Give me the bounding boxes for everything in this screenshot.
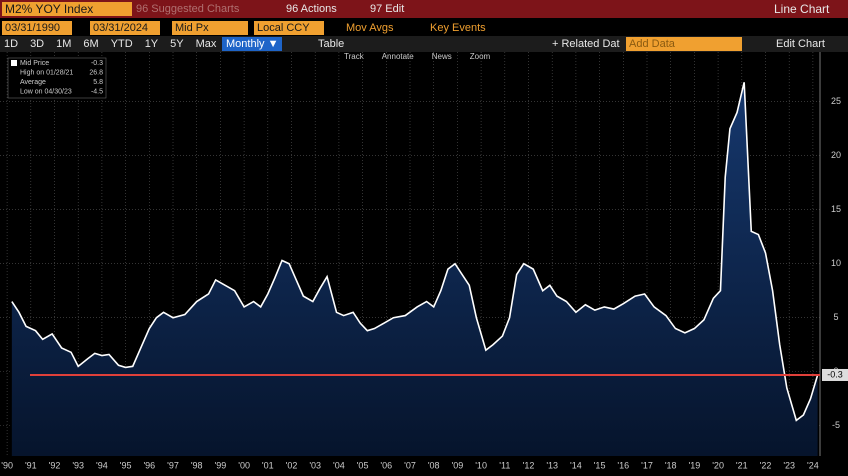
x-tick-label: '91 xyxy=(25,460,37,470)
field-select[interactable]: Mid Px xyxy=(172,21,248,35)
x-tick-label: '05 xyxy=(357,460,369,470)
related-data[interactable]: + Related Dat xyxy=(552,38,620,50)
legend-label: Mid Price xyxy=(20,60,49,67)
legend-value: 5.8 xyxy=(93,79,103,86)
end-date[interactable]: 03/31/2024 xyxy=(90,21,160,35)
legend-value: 26.8 xyxy=(89,69,103,76)
currency-select[interactable]: Local CCY xyxy=(254,21,324,35)
ticker-field[interactable]: M2% YOY Index xyxy=(2,2,132,16)
legend-swatch xyxy=(11,60,17,66)
legend-box xyxy=(7,57,107,99)
chart-tool[interactable]: News xyxy=(432,52,452,61)
x-tick-label: '15 xyxy=(594,460,606,470)
tab-row: Monthly ▼ Table + Related Dat Add Data E… xyxy=(0,36,848,52)
chart-tool[interactable]: Track xyxy=(344,52,365,61)
x-tick-label: '20 xyxy=(712,460,724,470)
x-tick-label: '18 xyxy=(665,460,677,470)
last-value-label: -0.3 xyxy=(827,369,843,379)
x-tick-label: '13 xyxy=(546,460,558,470)
range-tab[interactable]: 1Y xyxy=(144,38,159,50)
x-tick-label: '17 xyxy=(641,460,653,470)
x-tick-label: '04 xyxy=(333,460,345,470)
x-tick-label: '00 xyxy=(238,460,250,470)
y-tick-label: 20 xyxy=(831,150,841,160)
chart: Track Annotate News Zoom '90 '91 '92 '93 '94 '95 '… xyxy=(0,52,848,470)
x-tick-label: '99 xyxy=(215,460,227,470)
last-value-tag xyxy=(822,368,848,381)
x-tick-label: '08 xyxy=(428,460,440,470)
chart-tool[interactable]: Zoom xyxy=(470,52,491,61)
x-tick-label: '93 xyxy=(72,460,84,470)
x-tick-label: '09 xyxy=(452,460,464,470)
x-tick-label: '21 xyxy=(736,460,748,470)
title-bar: M2% YOY Index 96 Suggested Charts 96 Act… xyxy=(0,0,848,18)
y-tick-label: 5 xyxy=(833,312,838,322)
edit-chart[interactable]: Edit Chart xyxy=(776,38,825,50)
legend-label: High on 01/28/21 xyxy=(20,69,73,76)
view-title: Line Chart xyxy=(774,2,830,16)
range-tab[interactable]: 6M xyxy=(83,38,99,50)
legend-label: Average xyxy=(20,79,46,86)
x-tick-label: '14 xyxy=(570,460,582,470)
edit-menu[interactable]: 97 Edit xyxy=(370,3,405,15)
legend-value: -0.3 xyxy=(91,60,103,67)
add-data[interactable]: Add Data xyxy=(626,37,742,51)
x-tick-label: '19 xyxy=(689,460,701,470)
y-tick-label: 25 xyxy=(831,96,841,106)
period-select[interactable]: Monthly ▼ xyxy=(222,37,283,51)
range-tab[interactable]: 3D xyxy=(30,38,45,50)
x-tick-label: '92 xyxy=(49,460,61,470)
y-tick-label: 10 xyxy=(831,258,841,268)
suggested-charts[interactable]: 96 Suggested Charts xyxy=(136,3,240,15)
x-tick-label: '98 xyxy=(191,460,203,470)
y-tick-label: 15 xyxy=(831,204,841,214)
x-tick-label: '96 xyxy=(143,460,155,470)
x-tick-label: '02 xyxy=(286,460,298,470)
x-tick-label: '90 xyxy=(1,460,13,470)
range-tab[interactable]: YTD xyxy=(110,38,133,50)
x-tick-label: '10 xyxy=(475,460,487,470)
x-tick-label: '03 xyxy=(309,460,321,470)
x-tick-label: '94 xyxy=(96,460,108,470)
x-tick-label: '06 xyxy=(380,460,392,470)
table-tab[interactable]: Table xyxy=(318,38,345,50)
mov-avgs[interactable]: Mov Avgs xyxy=(346,22,394,34)
range-tab[interactable]: 5Y xyxy=(170,38,184,50)
x-tick-label: '07 xyxy=(404,460,416,470)
range-tab[interactable]: Max xyxy=(195,38,217,50)
range-tab[interactable]: 1M xyxy=(56,38,72,50)
chart-tool[interactable]: Annotate xyxy=(382,52,415,61)
key-events[interactable]: Key Events xyxy=(430,22,486,34)
actions-menu[interactable]: 96 Actions xyxy=(286,3,337,15)
x-tick-label: '11 xyxy=(499,460,510,470)
x-tick-label: '12 xyxy=(523,460,535,470)
x-tick-label: '24 xyxy=(807,460,819,470)
x-tick-label: '95 xyxy=(120,460,132,470)
x-tick-label: '16 xyxy=(617,460,629,470)
legend-value: -4.5 xyxy=(91,88,103,95)
control-row: 03/31/1990 03/31/2024 Mid Px Local CCY M… xyxy=(0,20,848,36)
series-line xyxy=(11,82,819,422)
y-tick-label: -5 xyxy=(832,420,840,430)
legend-label: Low on 04/30/23 xyxy=(20,88,72,95)
x-tick-label: '97 xyxy=(167,460,179,470)
area-fill xyxy=(11,82,818,457)
range-tab[interactable]: 1D xyxy=(4,38,19,50)
start-date[interactable]: 03/31/1990 xyxy=(2,21,72,35)
legend: Mid Price -0.3 High on 01/28/21 26.8 Average… xyxy=(7,57,107,99)
x-tick-label: '23 xyxy=(783,460,795,470)
x-tick-label: '22 xyxy=(760,460,772,470)
x-tick-label: '01 xyxy=(262,460,274,470)
